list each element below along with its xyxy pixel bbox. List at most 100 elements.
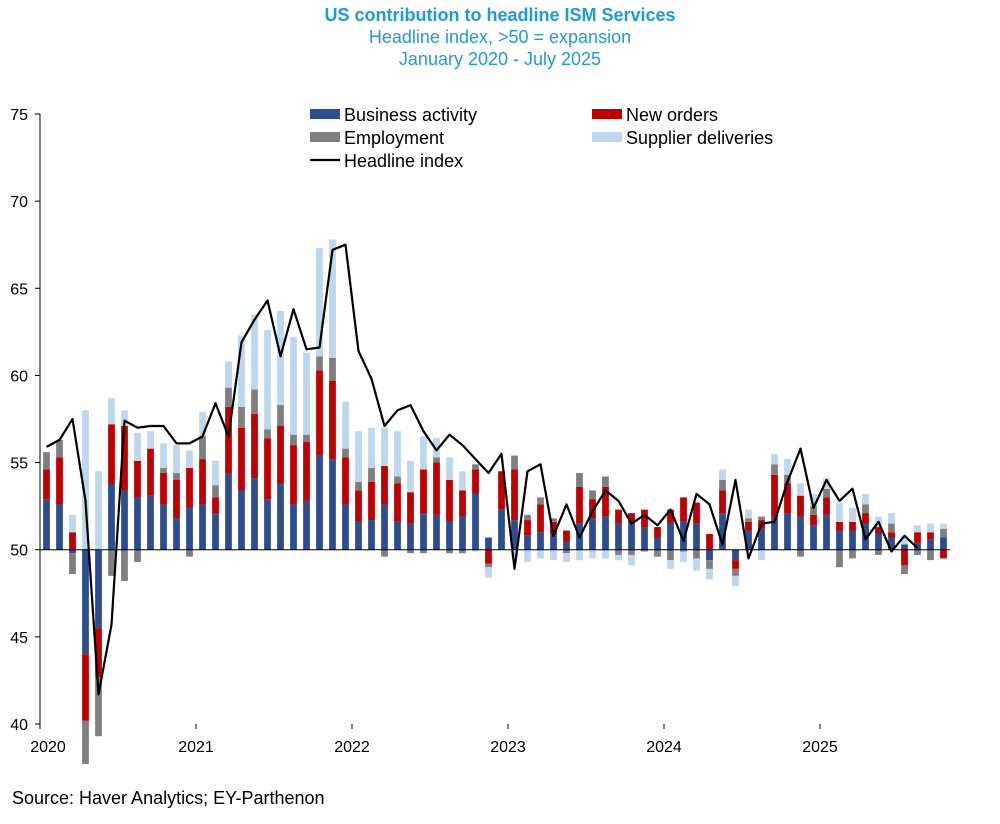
bar-new-orders bbox=[212, 497, 219, 514]
bar-business-activity bbox=[472, 493, 479, 550]
bar-new-orders bbox=[355, 490, 362, 522]
bar-new-orders bbox=[173, 480, 180, 519]
bar-new-orders bbox=[108, 424, 115, 484]
bar-new-orders bbox=[706, 534, 713, 550]
bar-new-orders bbox=[69, 532, 76, 550]
bar-business-activity bbox=[121, 490, 128, 550]
bar-supplier-deliveries bbox=[745, 509, 752, 519]
bar-business-activity bbox=[732, 549, 739, 561]
y-tick-label: 70 bbox=[10, 194, 28, 211]
bar-business-activity bbox=[69, 549, 76, 554]
bar-business-activity bbox=[563, 541, 570, 550]
legend-swatch bbox=[310, 132, 340, 142]
bar-new-orders bbox=[277, 425, 284, 484]
bar-business-activity bbox=[550, 534, 557, 550]
bar-employment bbox=[862, 504, 869, 514]
bar-employment bbox=[628, 549, 635, 555]
bar-business-activity bbox=[836, 530, 843, 550]
bar-supplier-deliveries bbox=[576, 549, 583, 561]
bar-employment bbox=[381, 549, 388, 557]
bar-supplier-deliveries bbox=[823, 478, 830, 489]
bar-employment bbox=[459, 549, 466, 554]
legend-item-employment: Employment bbox=[310, 128, 444, 148]
bar-supplier-deliveries bbox=[303, 352, 310, 435]
bar-business-activity bbox=[706, 549, 713, 561]
bar-supplier-deliveries bbox=[355, 431, 362, 482]
x-tick-label: 2021 bbox=[178, 739, 214, 756]
bar-new-orders bbox=[680, 497, 687, 522]
bar-business-activity bbox=[498, 509, 505, 550]
bar-supplier-deliveries bbox=[771, 453, 778, 465]
bar-new-orders bbox=[186, 467, 193, 508]
bar-business-activity bbox=[680, 521, 687, 550]
bar-new-orders bbox=[95, 628, 102, 677]
bar-supplier-deliveries bbox=[615, 554, 622, 561]
bar-supplier-deliveries bbox=[797, 483, 804, 496]
bar-business-activity bbox=[394, 521, 401, 550]
bar-business-activity bbox=[316, 455, 323, 550]
bar-business-activity bbox=[433, 514, 440, 550]
bar-new-orders bbox=[264, 438, 271, 500]
bar-new-orders bbox=[134, 460, 141, 498]
bar-employment bbox=[693, 549, 700, 559]
bar-business-activity bbox=[745, 530, 752, 550]
y-tick-label: 75 bbox=[10, 107, 28, 124]
bar-supplier-deliveries bbox=[888, 513, 895, 524]
bar-supplier-deliveries bbox=[472, 549, 479, 552]
bar-supplier-deliveries bbox=[264, 330, 271, 430]
bar-new-orders bbox=[940, 549, 947, 559]
bar-supplier-deliveries bbox=[82, 410, 89, 550]
bar-supplier-deliveries bbox=[511, 549, 518, 557]
headline-index-line bbox=[45, 243, 919, 696]
bar-supplier-deliveries bbox=[706, 568, 713, 580]
bar-supplier-deliveries bbox=[108, 398, 115, 425]
bar-employment bbox=[290, 434, 297, 446]
bar-new-orders bbox=[420, 469, 427, 514]
bar-employment bbox=[186, 549, 193, 557]
bar-business-activity bbox=[654, 537, 661, 550]
bar-new-orders bbox=[732, 560, 739, 569]
bar-business-activity bbox=[212, 513, 219, 550]
bar-supplier-deliveries bbox=[836, 502, 843, 522]
bar-supplier-deliveries bbox=[667, 560, 674, 569]
bar-business-activity bbox=[511, 520, 518, 550]
bar-supplier-deliveries bbox=[277, 310, 284, 406]
bar-employment bbox=[212, 485, 219, 498]
chart-source-note: Source: Haver Analytics; EY-Parthenon bbox=[12, 788, 325, 808]
bar-new-orders bbox=[121, 425, 128, 491]
bar-supplier-deliveries bbox=[290, 337, 297, 435]
legend-item-business-activity: Business activity bbox=[310, 105, 477, 125]
bar-business-activity bbox=[602, 516, 609, 550]
bar-supplier-deliveries bbox=[680, 551, 687, 562]
bar-employment bbox=[264, 429, 271, 439]
bar-supplier-deliveries bbox=[368, 427, 375, 468]
bar-new-orders bbox=[485, 549, 492, 564]
bar-supplier-deliveries bbox=[329, 239, 336, 358]
bar-new-orders bbox=[381, 466, 388, 505]
bar-employment bbox=[316, 356, 323, 371]
bar-employment bbox=[407, 549, 414, 554]
bar-business-activity bbox=[56, 504, 63, 550]
bar-business-activity bbox=[264, 499, 271, 550]
bar-supplier-deliveries bbox=[316, 248, 323, 357]
bar-business-activity bbox=[82, 549, 89, 655]
bar-business-activity bbox=[719, 513, 726, 550]
bar-business-activity bbox=[888, 537, 895, 550]
bar-supplier-deliveries bbox=[719, 469, 726, 480]
bar-supplier-deliveries bbox=[732, 575, 739, 587]
bar-business-activity bbox=[95, 549, 102, 629]
bar-new-orders bbox=[719, 490, 726, 514]
bar-business-activity bbox=[758, 528, 765, 550]
bar-business-activity bbox=[914, 542, 921, 550]
bar-supplier-deliveries bbox=[563, 553, 570, 562]
bar-supplier-deliveries bbox=[537, 549, 544, 559]
bar-supplier-deliveries bbox=[446, 457, 453, 480]
x-tick-label: 2025 bbox=[802, 739, 838, 756]
bar-business-activity bbox=[238, 490, 245, 550]
bar-employment bbox=[706, 560, 713, 569]
bar-new-orders bbox=[147, 448, 154, 496]
bar-employment bbox=[433, 457, 440, 463]
bar-new-orders bbox=[446, 480, 453, 522]
bar-business-activity bbox=[797, 516, 804, 550]
y-tick-label: 40 bbox=[10, 717, 28, 734]
